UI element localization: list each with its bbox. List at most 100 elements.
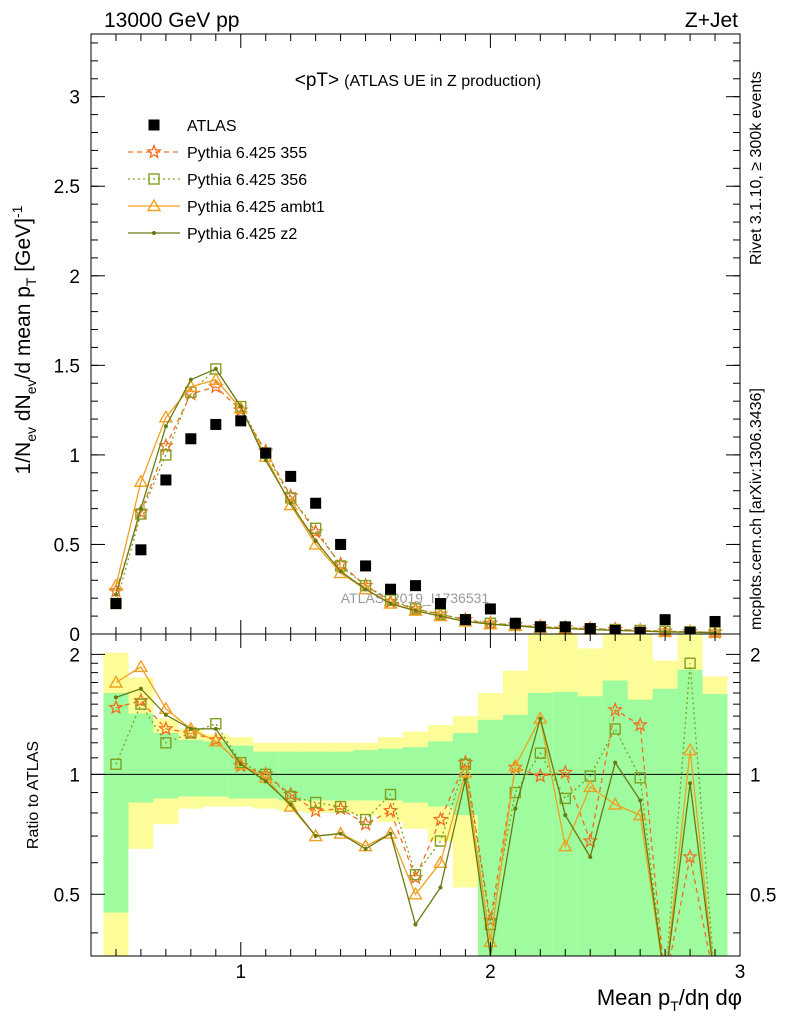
legend-label: Pythia 6.425 z2 [187,226,297,243]
ratio-point [334,800,347,813]
y-tick-label: 1.5 [54,356,80,377]
ratio-series-clip [108,657,714,956]
ratio-point [532,767,549,783]
ratio-point [160,737,172,749]
data-point [135,544,147,556]
ratio-point [438,885,443,890]
data-point [383,596,398,609]
ratio-line [115,663,714,956]
y-tick-label: 1 [69,446,80,467]
data-point [313,538,318,543]
ratio-point [408,886,423,900]
data-point [233,400,248,414]
data-point [283,497,298,511]
data-point [438,614,443,619]
data-point [358,581,373,595]
stat-uncertainty-band [477,719,503,956]
legend-label: Pythia 6.425 355 [187,145,307,162]
data-point [288,501,293,506]
stat-uncertainty-band [627,699,653,956]
ratio-point [188,726,193,731]
ratio-point [682,848,699,864]
ratio-point [508,758,523,772]
ratio-point [283,799,298,812]
ratio-point [413,922,418,927]
data-point [363,587,368,592]
ratio-series-layer [108,657,714,956]
data-point [388,601,393,606]
legend-label: Pythia 6.425 356 [187,172,307,189]
ratio-point [559,792,571,805]
mcplots-reference-label: mcplots.cern.ch [arXiv:1306.3436] [748,388,765,630]
ratio-point [163,712,168,717]
ratio-point [309,796,322,809]
stat-uncertainty-band [328,751,354,801]
stat-uncertainty-band [228,745,254,799]
ratio-point [459,758,472,770]
ratio-point [588,855,593,860]
data-point [410,580,421,592]
legend-marker [146,198,162,212]
ratio-y-tick-label: 1 [69,765,80,786]
stat-uncertainty-band [178,739,204,797]
ratio-axes: 0.5 0.5 1 1 2 2 1 2 3 [54,634,776,983]
data-point [360,560,372,572]
data-point [188,377,193,382]
ratio-point [263,779,268,784]
ratio-y-tick-label-right: 2 [750,645,761,666]
ratio-point [113,695,118,700]
stat-uncertainty-band [602,680,628,956]
data-point [185,433,197,445]
ratio-point [157,720,174,736]
data-point [210,418,222,430]
ratio-point [583,779,598,793]
data-point [238,404,243,409]
data-point [310,497,322,509]
ratio-point [233,756,248,770]
data-point [213,366,218,371]
watermark: ATLAS_2019_I1736531 [341,590,490,606]
y-tick-label: 2.5 [54,177,80,198]
ratio-point [183,721,199,735]
ratio-point [138,686,143,691]
ratio-point [434,835,447,847]
legend-marker [148,119,160,131]
data-point [709,615,721,627]
ratio-point [638,798,643,803]
legend-entry-atlas: ATLAS [148,118,237,135]
stat-uncertainty-band [303,751,329,801]
data-point [110,598,122,610]
process-label: Z+Jet [685,9,738,32]
ratio-point [607,797,623,810]
ratio-uncertainty-bands [103,634,728,956]
data-point [333,565,348,579]
x-tick-label: 3 [735,962,746,983]
ratio-point [563,813,568,818]
legend-label: Pythia 6.425 ambt1 [187,199,325,216]
data-point [235,415,247,427]
ratio-point [463,777,468,782]
title-sub: (ATLAS UE in Z production) [344,73,541,90]
main-title: <pT> (ATLAS UE in Z production) [295,70,541,91]
data-point [434,598,446,610]
y-tick-label: 2 [69,267,80,288]
data-point [385,583,397,595]
ratio-point [613,760,618,765]
ratio-point [513,806,518,811]
ratio-point [632,716,649,732]
stat-uncertainty-band [527,692,553,956]
ratio-point [409,868,422,881]
y-tick-label: 3 [69,88,80,109]
ratio-series-z2 [113,686,713,956]
stat-uncertainty-band [278,751,304,801]
collision-label: 13000 GeV pp [104,9,239,32]
ratio-point [133,659,149,673]
data-point [263,458,268,463]
ratio-point [384,788,397,801]
ratio-point [108,675,124,688]
y-tick-label: 0 [69,625,80,646]
ratio-point [432,811,449,827]
ratio-point [688,781,693,786]
ratio-point [534,747,547,759]
